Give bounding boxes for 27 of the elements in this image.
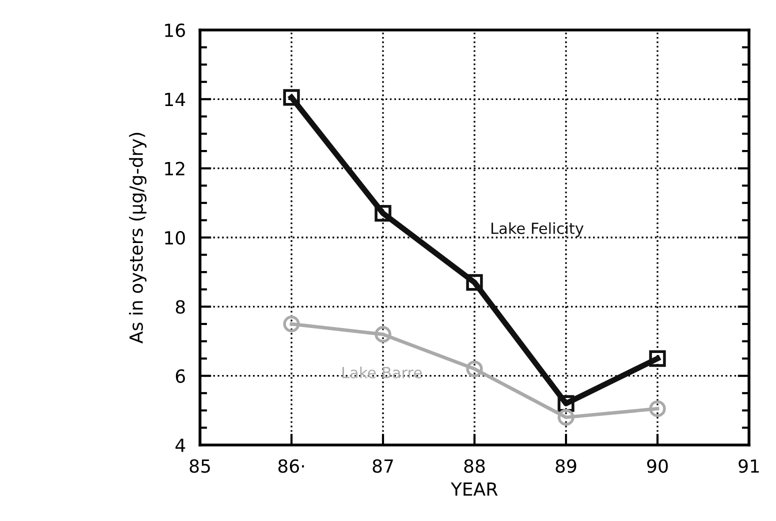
point <box>649 350 666 367</box>
point <box>374 204 392 222</box>
x-tick-label: 87 <box>372 459 393 473</box>
x-tick-label: 88 <box>464 459 485 473</box>
point <box>283 89 300 106</box>
text: Lake Felicity <box>492 222 584 238</box>
point <box>374 326 392 343</box>
y-tick-label: 14 <box>165 92 186 106</box>
y-tick-label: 4 <box>176 438 186 452</box>
y-tick-label: 10 <box>165 230 185 245</box>
x-axis-title: YEAR <box>450 482 498 496</box>
y-axis-title: As in oysters (µg/g-dry) <box>128 132 146 344</box>
point <box>649 400 666 418</box>
x-tick-label: 86· <box>278 459 304 473</box>
point <box>283 316 300 332</box>
y-tick-label: 6 <box>176 369 185 383</box>
y-tick-label: 12 <box>165 162 184 176</box>
x-tick-label: 90 <box>647 459 668 473</box>
series-label: Lake Barre <box>342 366 422 378</box>
point <box>558 409 574 426</box>
y-tick-label: 8 <box>176 300 185 314</box>
x-tick-label: 89 <box>556 459 576 473</box>
point <box>466 360 483 378</box>
x-tick-label: 91 <box>738 459 759 473</box>
x-tick-label: 85 <box>190 459 210 473</box>
point <box>466 274 483 291</box>
y-tick-label: 16 <box>165 23 185 38</box>
